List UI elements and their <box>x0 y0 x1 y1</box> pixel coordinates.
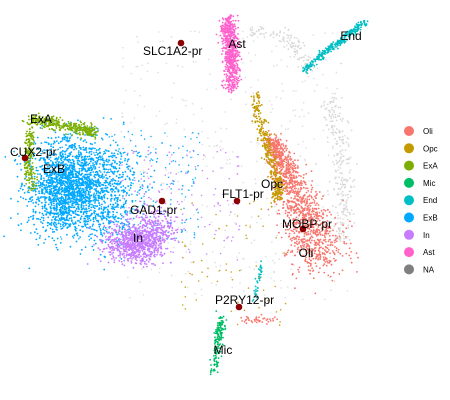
legend-label-na: NA <box>423 265 435 274</box>
legend-label-mic: Mic <box>423 179 435 188</box>
legend-label-in: In <box>423 231 430 240</box>
cell-points <box>3 14 369 376</box>
probe-label: FLT1-pr <box>222 187 264 201</box>
cluster-label-exb: ExB <box>43 162 65 176</box>
legend-key-exb <box>404 212 414 223</box>
cluster-label-mic: Mic <box>214 343 233 357</box>
probe-label: SLC1A2-pr <box>143 44 202 58</box>
probe-point-flt1-pr <box>233 197 241 205</box>
cluster-label-exa: ExA <box>30 112 52 126</box>
cluster-labels: Ast End ExA ExB Opc In Oli Mic <box>30 29 362 357</box>
legend-key-in <box>404 229 414 240</box>
legend-label-exa: ExA <box>423 162 438 171</box>
legend-key-exa <box>404 160 414 171</box>
legend-label-exb: ExB <box>423 214 438 223</box>
legend-key-mic <box>404 177 414 188</box>
legend-label-oli: Oli <box>423 127 433 136</box>
cluster-label-ast: Ast <box>228 37 246 51</box>
legend-key-end <box>404 195 414 206</box>
cluster-label-in: In <box>133 231 143 245</box>
cluster-label-end: End <box>340 29 361 43</box>
probe-label: P2RY12-pr <box>215 293 274 307</box>
legend-key-oli <box>404 126 414 136</box>
probe-point-mobp-pr <box>299 225 307 233</box>
probe-label: CUX2-pr <box>10 145 57 159</box>
probe-label: MOBP-pr <box>282 217 332 231</box>
probe-label: GAD1-pr <box>130 203 177 217</box>
legend: Oli Opc ExA Mic End ExB In Ast NA <box>404 126 438 275</box>
legend-label-end: End <box>423 196 437 205</box>
cluster-label-opc: Opc <box>261 177 283 191</box>
probe-point-gad1-pr <box>158 197 166 205</box>
legend-key-opc <box>404 143 414 154</box>
probe-point-p2ry12-pr <box>235 303 243 311</box>
legend-label-opc: Opc <box>423 144 438 153</box>
legend-label-ast: Ast <box>423 248 435 257</box>
legend-key-ast <box>404 247 414 258</box>
cluster-label-oli: Oli <box>299 246 314 260</box>
probe-point-slc1a2-pr <box>177 39 185 47</box>
probe-point-cux2-pr <box>21 154 29 162</box>
probe-markers: SLC1A2-pr CUX2-pr GAD1-pr FLT1-pr MOBP-pr P2R… <box>10 39 332 311</box>
legend-key-na <box>404 264 414 275</box>
